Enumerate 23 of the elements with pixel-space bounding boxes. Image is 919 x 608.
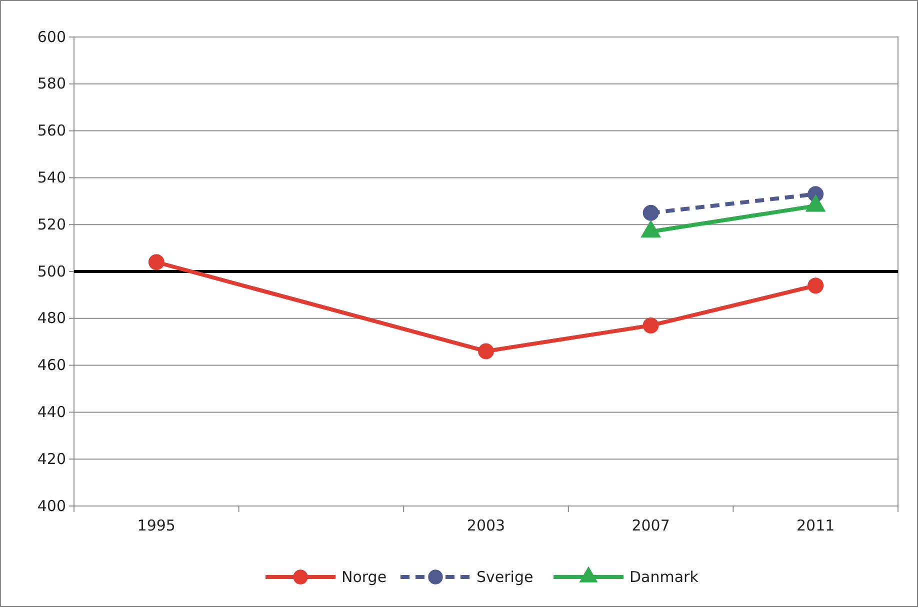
y-tick-label: 500 xyxy=(37,262,66,280)
y-tick-label: 600 xyxy=(37,28,66,46)
y-tick-label: 540 xyxy=(37,168,66,186)
point xyxy=(642,317,659,334)
legend-label: Sverige xyxy=(476,568,534,586)
x-tick-label: 2011 xyxy=(796,516,835,535)
y-tick-label: 420 xyxy=(37,450,66,468)
y-tick-label: 480 xyxy=(37,309,66,328)
point xyxy=(148,254,164,270)
y-tick-label: 460 xyxy=(37,356,66,374)
y-tick-label: 580 xyxy=(37,74,66,93)
x-tick-label: 1995 xyxy=(137,516,176,535)
point xyxy=(642,204,659,221)
legend-label: Danmark xyxy=(630,568,699,586)
y-tick-label: 560 xyxy=(37,122,66,140)
legend-label: Norge xyxy=(342,568,387,586)
y-tick-label: 400 xyxy=(37,496,66,515)
point xyxy=(478,343,494,360)
x-tick-label: 2003 xyxy=(466,516,506,535)
y-tick-label: 520 xyxy=(37,215,66,234)
y-tick-label: 440 xyxy=(37,403,66,421)
point xyxy=(808,278,824,294)
x-tick-label: 2007 xyxy=(632,516,670,535)
